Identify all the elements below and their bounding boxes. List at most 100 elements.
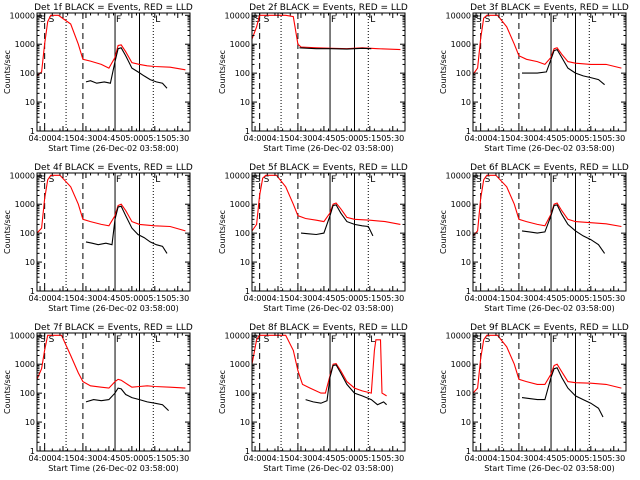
x-tick-label: 04:00 — [29, 134, 52, 143]
x-tick-label: 04:15 — [487, 454, 510, 463]
x-tick-label: 04:45 — [533, 134, 556, 143]
plot-title: Det 2f BLACK = Events, RED = LLD — [249, 3, 408, 13]
x-tick-label: 04:00 — [244, 134, 267, 143]
y-tick-label: 10000 — [10, 331, 35, 340]
y-tick-label: 10 — [461, 258, 471, 267]
plot-frame — [36, 332, 191, 452]
y-tick-label: 1000 — [230, 360, 250, 369]
y-tick-label: 100 — [20, 69, 35, 78]
flag-label: L — [591, 335, 596, 345]
plot-panel: S S F L Det 7f BLACK = Events, RED = LLD 1 10 1… — [3, 323, 193, 473]
plot-title: Det 3f BLACK = Events, RED = LLD — [470, 3, 629, 13]
event-markers — [259, 333, 369, 451]
y-tick-label: 10 — [461, 418, 471, 427]
y-axis-label: Counts/sec — [3, 370, 12, 414]
events-series-line — [305, 364, 387, 406]
flag-label: F — [331, 15, 336, 25]
y-tick-label: 10000 — [225, 171, 250, 180]
x-tick-label: 05:15 — [143, 454, 166, 463]
plot-frame — [36, 12, 191, 132]
x-tick-label: 05:15 — [579, 454, 602, 463]
x-tick-label: 04:45 — [97, 454, 120, 463]
x-tick-label: 05:15 — [358, 454, 381, 463]
x-tick-label: 05:00 — [120, 454, 143, 463]
series-group — [252, 174, 401, 237]
x-tick-label: 04:15 — [51, 454, 74, 463]
plot-title: Det 1f BLACK = Events, RED = LLD — [34, 3, 193, 13]
y-tick-label: 1 — [30, 127, 35, 136]
plot-panel: S S F L Det 6f BLACK = Events, RED = LLD 1 10 1… — [439, 163, 629, 313]
y-tick-label: 10 — [25, 258, 35, 267]
x-tick-label: 05:30 — [602, 134, 625, 143]
x-tick-label: 05:30 — [381, 454, 404, 463]
flag-label: F — [552, 335, 557, 345]
y-tick-label: 10000 — [225, 11, 250, 20]
y-axis-label: Counts/sec — [439, 210, 448, 254]
flag-label: F — [331, 335, 336, 345]
x-tick-label: 05:30 — [381, 294, 404, 303]
x-tick-label: 04:30 — [74, 294, 97, 303]
x-tick-label: 05:15 — [579, 134, 602, 143]
flag-label: S — [485, 15, 491, 25]
x-tick-label: 04:45 — [97, 294, 120, 303]
y-tick-label: 1000 — [15, 360, 35, 369]
flag-label: L — [155, 15, 160, 25]
x-tick-label: 05:30 — [166, 294, 189, 303]
lld-series-line — [252, 14, 401, 51]
plot-title: Det 9f BLACK = Events, RED = LLD — [470, 323, 629, 333]
x-tick-label: 04:15 — [51, 294, 74, 303]
y-tick-label: 1 — [245, 447, 250, 456]
series-group — [252, 334, 387, 406]
x-tick-label: 05:00 — [120, 294, 143, 303]
event-markers — [44, 333, 154, 451]
x-tick-label: 05:15 — [143, 294, 166, 303]
y-axis-label: Counts/sec — [3, 50, 12, 94]
x-tick-label: 04:30 — [289, 134, 312, 143]
plot-panel: S S F L Det 1f BLACK = Events, RED = LLD 1 10 1… — [3, 3, 193, 153]
y-tick-label: 100 — [235, 229, 250, 238]
x-axis-label: Start Time (26-Dec-02 03:58:00) — [48, 304, 179, 313]
x-axis-label: Start Time (26-Dec-02 03:58:00) — [263, 144, 394, 153]
x-tick-label: 05:15 — [358, 294, 381, 303]
x-tick-label: 05:15 — [579, 294, 602, 303]
plot-frame — [472, 12, 627, 132]
flag-label: S — [476, 175, 482, 185]
y-tick-label: 100 — [235, 389, 250, 398]
y-tick-label: 1000 — [15, 40, 35, 49]
x-tick-label: 04:45 — [312, 454, 335, 463]
x-tick-label: 04:15 — [266, 134, 289, 143]
flag-label: S — [49, 175, 55, 185]
series-group — [37, 174, 186, 254]
flag-label: F — [116, 175, 121, 185]
events-series-line — [521, 367, 604, 418]
x-tick-label: 04:45 — [533, 454, 556, 463]
flag-label: S — [264, 15, 270, 25]
y-tick-label: 1 — [466, 287, 471, 296]
series-group — [473, 334, 622, 418]
x-tick-label: 04:45 — [533, 294, 556, 303]
y-tick-label: 1000 — [451, 200, 471, 209]
events-series-line — [85, 387, 169, 411]
x-tick-label: 05:00 — [556, 294, 579, 303]
y-tick-label: 1 — [245, 287, 250, 296]
x-axis-label: Start Time (26-Dec-02 03:58:00) — [48, 464, 179, 473]
y-tick-label: 10000 — [446, 11, 471, 20]
event-markers — [480, 13, 590, 131]
y-axis-label: Counts/sec — [3, 210, 12, 254]
x-axis-label: Start Time (26-Dec-02 03:58:00) — [263, 304, 394, 313]
flag-label: L — [370, 15, 375, 25]
x-tick-label: 04:15 — [487, 134, 510, 143]
flag-label: S — [485, 175, 491, 185]
y-tick-label: 1000 — [230, 200, 250, 209]
series-group — [37, 14, 186, 89]
y-tick-label: 10 — [25, 98, 35, 107]
x-tick-label: 04:45 — [312, 134, 335, 143]
plot-frame — [472, 332, 627, 452]
lld-series-line — [37, 334, 186, 389]
flag-label: F — [116, 335, 121, 345]
flag-label: S — [255, 175, 261, 185]
plot-frame — [472, 172, 627, 292]
